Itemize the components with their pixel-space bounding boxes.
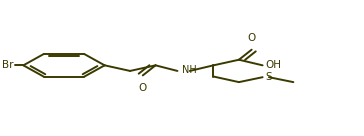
Text: NH: NH: [182, 65, 197, 75]
Text: O: O: [248, 33, 256, 43]
Text: S: S: [265, 72, 272, 81]
Text: O: O: [139, 83, 147, 93]
Text: OH: OH: [265, 60, 281, 70]
Text: Br: Br: [2, 60, 14, 70]
